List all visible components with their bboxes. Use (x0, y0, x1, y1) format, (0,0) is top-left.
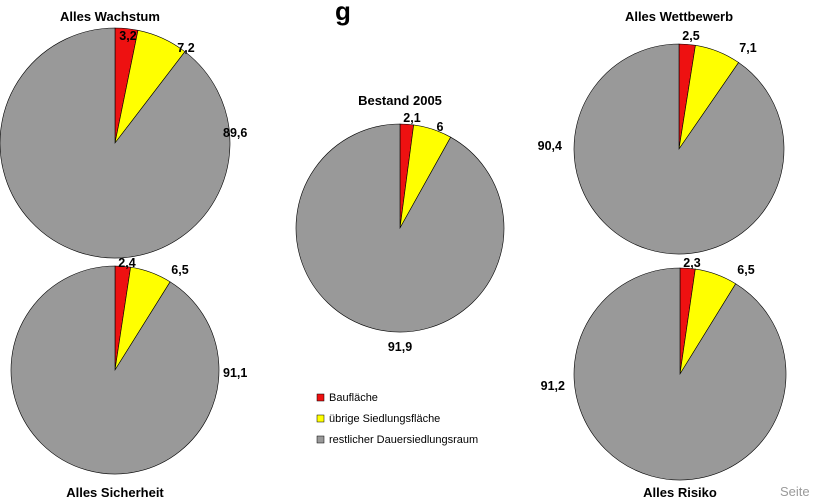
pie-value-label: 6 (437, 120, 444, 134)
slide-title-fragment: g (335, 0, 351, 26)
pie-alles-wachstum: 3,2 7,2 89,6 Alles Wachstum (0, 9, 247, 259)
pie-title: Bestand 2005 (358, 93, 442, 108)
pie-value-label: 6,5 (171, 263, 188, 277)
pie-alles-sicherheit: 2,4 6,5 91,1 Alles Sicherheit (10, 256, 247, 500)
page-label-fragment: Seite (780, 484, 810, 499)
legend-label-restlicher-dauersiedlungsraum: restlicher Dauersiedlungsraum (329, 434, 478, 446)
pie-alles-wettbewerb: 2,5 7,1 90,4 Alles Wettbewerb (538, 9, 785, 255)
pie-value-label: 2,4 (118, 256, 135, 270)
pie-slice-restlicher-dauersiedlungsraum (0, 27, 231, 259)
pie-value-label: 90,4 (538, 139, 562, 153)
pie-slice-restlicher-dauersiedlungsraum (573, 267, 787, 481)
pie-slice-restlicher-dauersiedlungsraum (10, 265, 220, 475)
pie-value-label: 6,5 (737, 263, 754, 277)
legend-swatch-baufläche (316, 393, 325, 402)
pie-value-label: 7,2 (177, 41, 194, 55)
legend-label-übrige-siedlungsfläche: übrige Siedlungsfläche (329, 413, 440, 425)
pie-value-label: 3,2 (119, 29, 136, 43)
legend: Baufläche übrige Siedlungsfläche restlic… (316, 392, 478, 446)
legend-swatch-restlicher-dauersiedlungsraum (316, 435, 325, 444)
pie-bestand-2005: 2,1 6 91,9 Bestand 2005 (295, 93, 505, 354)
legend-swatch-übrige-siedlungsfläche (316, 414, 325, 423)
pies-layer: 3,2 7,2 89,6 Alles Wachstum 2,1 6 91,9 Bestand … (0, 9, 787, 500)
pie-title: Alles Sicherheit (66, 485, 164, 500)
pie-alles-risiko: 2,3 6,5 91,2 Alles Risiko (541, 256, 787, 500)
pie-title: Alles Risiko (643, 485, 717, 500)
pie-value-label: 2,1 (403, 111, 420, 125)
pie-value-label: 2,3 (683, 256, 700, 270)
pie-slice-restlicher-dauersiedlungsraum (295, 123, 505, 333)
pie-value-label: 91,9 (388, 340, 412, 354)
pie-value-label: 7,1 (739, 41, 756, 55)
pie-slice-restlicher-dauersiedlungsraum (573, 43, 785, 255)
pie-value-label: 89,6 (223, 126, 247, 140)
legend-label-baufläche: Baufläche (329, 392, 378, 404)
pie-value-label: 91,2 (541, 379, 565, 393)
pie-title: Alles Wettbewerb (625, 9, 733, 24)
pie-value-label: 2,5 (682, 29, 699, 43)
pie-title: Alles Wachstum (60, 9, 160, 24)
pie-value-label: 91,1 (223, 366, 247, 380)
